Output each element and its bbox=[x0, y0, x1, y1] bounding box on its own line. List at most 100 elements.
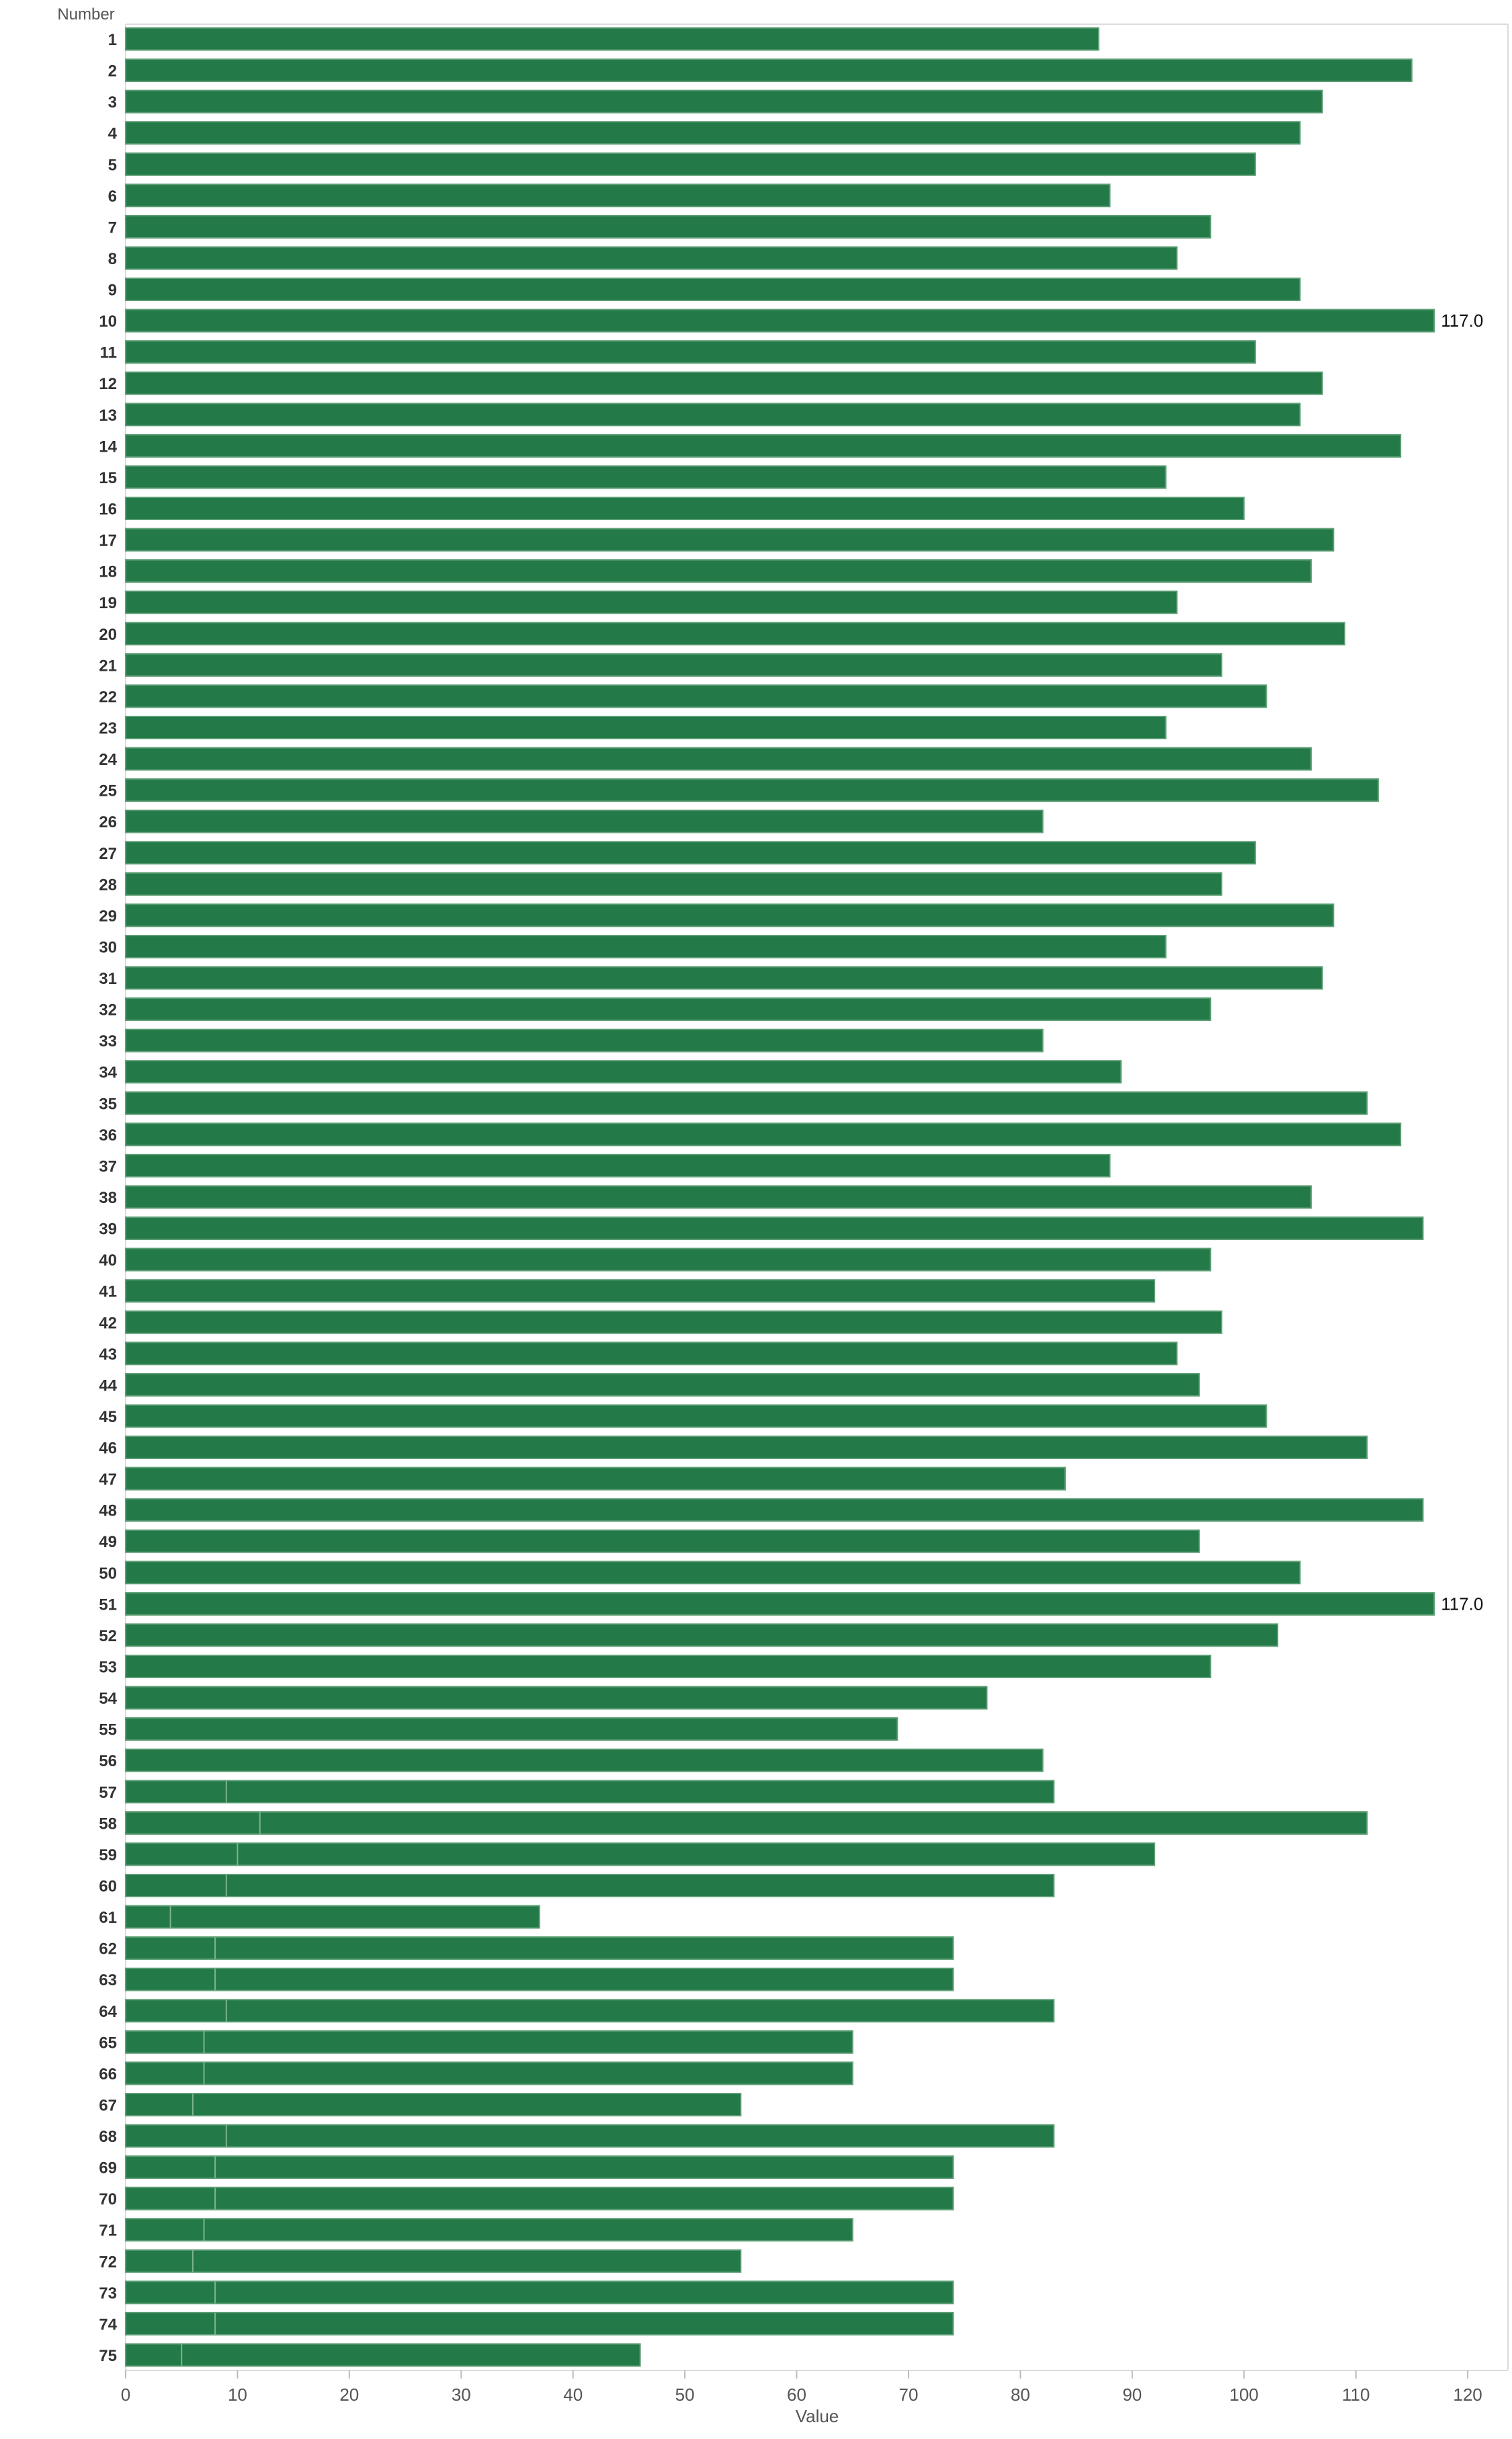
data-label-10: 117.0 bbox=[1441, 311, 1483, 331]
bar-50 bbox=[125, 1561, 1301, 1585]
category-label-67: 67 bbox=[99, 2097, 117, 2115]
bar-23 bbox=[125, 716, 1167, 739]
category-label-8: 8 bbox=[108, 250, 117, 268]
category-label-17: 17 bbox=[99, 532, 117, 550]
bar-49 bbox=[125, 1529, 1200, 1553]
category-label-64: 64 bbox=[99, 2003, 117, 2021]
x-tick-label: 30 bbox=[452, 2385, 471, 2405]
bar-12 bbox=[125, 371, 1323, 395]
category-label-44: 44 bbox=[99, 1376, 117, 1395]
x-tick-label: 50 bbox=[675, 2385, 695, 2405]
category-label-36: 36 bbox=[99, 1126, 117, 1145]
category-label-3: 3 bbox=[108, 93, 117, 112]
bar-25 bbox=[125, 778, 1379, 802]
category-label-15: 15 bbox=[99, 469, 117, 487]
bar-17 bbox=[125, 528, 1335, 552]
x-tick-label: 90 bbox=[1122, 2385, 1142, 2405]
bar-64 bbox=[125, 1999, 1055, 2023]
bar-8 bbox=[125, 246, 1178, 270]
bar-16 bbox=[125, 497, 1245, 520]
category-label-19: 19 bbox=[99, 594, 117, 612]
category-label-13: 13 bbox=[99, 407, 117, 425]
bar-1 bbox=[125, 27, 1099, 51]
bar-55 bbox=[125, 1717, 898, 1741]
category-label-46: 46 bbox=[99, 1440, 117, 1458]
bar-20 bbox=[125, 622, 1345, 646]
bar-36 bbox=[125, 1122, 1402, 1147]
bar-32 bbox=[125, 997, 1212, 1022]
bar-60 bbox=[125, 1874, 1055, 1897]
category-label-40: 40 bbox=[99, 1251, 117, 1270]
data-label-51: 117.0 bbox=[1441, 1594, 1483, 1614]
bar-51 bbox=[125, 1591, 1435, 1616]
bar-15 bbox=[125, 465, 1167, 489]
x-tick-label: 100 bbox=[1230, 2385, 1259, 2405]
x-tick-label: 70 bbox=[899, 2385, 919, 2405]
category-label-7: 7 bbox=[108, 218, 117, 237]
category-label-10: 10 bbox=[99, 313, 117, 331]
bar-40 bbox=[125, 1247, 1212, 1272]
category-label-20: 20 bbox=[99, 626, 117, 644]
bar-31 bbox=[125, 966, 1323, 990]
bar-48 bbox=[125, 1498, 1424, 1522]
bar-10 bbox=[125, 308, 1435, 333]
category-label-43: 43 bbox=[99, 1346, 117, 1364]
bar-21 bbox=[125, 653, 1222, 677]
category-label-18: 18 bbox=[99, 563, 117, 581]
category-label-4: 4 bbox=[108, 125, 118, 143]
bar-9 bbox=[125, 278, 1301, 301]
x-tick-label: 110 bbox=[1342, 2385, 1370, 2405]
category-label-14: 14 bbox=[99, 438, 117, 456]
data-labels: 117.0 117.0 bbox=[1441, 311, 1483, 1614]
bar-37 bbox=[125, 1153, 1111, 1177]
category-label-61: 61 bbox=[99, 1909, 117, 1927]
bar-27 bbox=[125, 841, 1256, 865]
category-label-33: 33 bbox=[99, 1032, 117, 1050]
category-label-12: 12 bbox=[99, 375, 117, 393]
bar-71 bbox=[125, 2218, 853, 2242]
bar-57 bbox=[125, 1780, 1055, 1804]
bar-22 bbox=[125, 684, 1267, 708]
bar-43 bbox=[125, 1341, 1178, 1366]
category-label-6: 6 bbox=[108, 188, 117, 206]
category-label-54: 54 bbox=[99, 1690, 117, 1708]
category-label-16: 16 bbox=[99, 501, 117, 519]
bar-62 bbox=[125, 1936, 954, 1960]
bar-11 bbox=[125, 340, 1256, 364]
bar-35 bbox=[125, 1091, 1368, 1115]
bar-28 bbox=[125, 872, 1222, 896]
bar-19 bbox=[125, 590, 1178, 614]
category-label-37: 37 bbox=[99, 1157, 117, 1175]
bar-39 bbox=[125, 1216, 1424, 1241]
category-label-74: 74 bbox=[99, 2315, 117, 2333]
category-label-22: 22 bbox=[99, 688, 117, 706]
bar-4 bbox=[125, 121, 1301, 145]
bar-74 bbox=[125, 2311, 954, 2335]
bar-5 bbox=[125, 152, 1256, 176]
category-label-9: 9 bbox=[108, 282, 117, 300]
y-axis-title: Number bbox=[57, 5, 114, 24]
category-label-25: 25 bbox=[99, 782, 117, 800]
category-label-53: 53 bbox=[99, 1659, 117, 1677]
x-tick-label: 10 bbox=[228, 2385, 247, 2405]
bar-41 bbox=[125, 1279, 1156, 1303]
bars bbox=[125, 27, 1435, 2367]
bar-58 bbox=[125, 1811, 1368, 1835]
category-label-21: 21 bbox=[99, 657, 117, 675]
category-label-27: 27 bbox=[99, 845, 117, 863]
category-labels: 1234567891011121314151617181920212223242… bbox=[99, 31, 117, 2365]
category-label-23: 23 bbox=[99, 720, 117, 738]
category-label-49: 49 bbox=[99, 1533, 117, 1551]
bar-75 bbox=[125, 2343, 641, 2367]
bar-3 bbox=[125, 89, 1323, 114]
bar-14 bbox=[125, 433, 1402, 458]
bar-26 bbox=[125, 809, 1044, 833]
category-label-66: 66 bbox=[99, 2065, 117, 2083]
category-label-75: 75 bbox=[99, 2347, 117, 2365]
category-label-51: 51 bbox=[99, 1596, 117, 1614]
category-label-72: 72 bbox=[99, 2253, 117, 2271]
category-label-26: 26 bbox=[99, 813, 117, 831]
category-label-71: 71 bbox=[99, 2222, 117, 2240]
bar-13 bbox=[125, 403, 1301, 427]
bar-24 bbox=[125, 747, 1312, 771]
